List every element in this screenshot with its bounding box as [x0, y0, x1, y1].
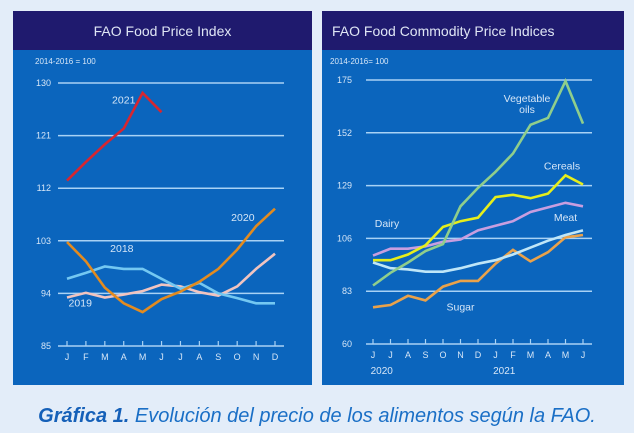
y-tick-label: 60 [342, 339, 352, 349]
x-tick-label: D [272, 352, 279, 362]
x-tick-label: J [65, 352, 70, 362]
y-tick-label: 103 [36, 236, 51, 246]
x-tick-label: J [493, 350, 498, 360]
series-label-cereals: Cereals [544, 161, 580, 173]
x-tick-label: F [510, 350, 516, 360]
series-label-vegetable-oils: Vegetable [504, 93, 551, 105]
y-tick-label: 85 [41, 341, 51, 351]
x-tick-label: J [178, 352, 183, 362]
x-tick-label: M [101, 352, 109, 362]
series-line-2018 [66, 265, 275, 305]
x-tick-label: M [139, 352, 147, 362]
food-price-index-chart: 2014-2016 = 100 85 94 103 112 121 130 J F M A M J J A S… [35, 57, 284, 362]
x-tick-label: A [196, 352, 202, 362]
figure-caption: Gráfica 1. Evolución del precio de los a… [0, 405, 634, 428]
x-tick-label: N [457, 350, 464, 360]
base-period-label: 2014-2016= 100 [330, 57, 389, 66]
series-line-2021 [66, 90, 163, 182]
commodity-price-indices-panel: FAO Food Commodity Price Indices 2014-20… [322, 11, 624, 385]
x-tick-label: D [475, 350, 482, 360]
y-tick-label: 83 [342, 286, 352, 296]
panel-title: FAO Food Commodity Price Indices [322, 11, 624, 50]
base-period-label: 2014-2016 = 100 [35, 57, 96, 66]
year-label: 2021 [493, 366, 516, 377]
x-tick-label: A [121, 352, 127, 362]
x-tick-label: O [234, 352, 241, 362]
series-label-2021: 2021 [112, 94, 136, 106]
x-tick-label: S [422, 350, 428, 360]
y-tick-label: 129 [337, 181, 352, 191]
series-label-2019: 2019 [69, 297, 93, 309]
series-label-meat: Meat [554, 212, 577, 224]
y-tick-label: 121 [36, 131, 51, 141]
panel-title: FAO Food Price Index [13, 11, 312, 50]
series-label-2018: 2018 [110, 243, 134, 255]
series-label-dairy: Dairy [375, 218, 400, 230]
y-tick-label: 112 [37, 183, 51, 193]
y-tick-label: 106 [337, 233, 352, 243]
x-tick-label: S [215, 352, 221, 362]
y-tick-label: 94 [41, 288, 51, 298]
y-tick-label: 130 [36, 78, 51, 88]
series-line-2019 [66, 252, 276, 299]
x-tick-label: J [581, 350, 586, 360]
x-tick-label: M [562, 350, 570, 360]
series-line-dairy [372, 201, 584, 257]
series-line-meat [372, 229, 584, 274]
year-label: 2020 [371, 366, 394, 377]
x-tick-label: J [388, 350, 393, 360]
y-tick-label: 152 [337, 128, 352, 138]
series-line-cereals [373, 173, 584, 262]
x-tick-label: J [371, 350, 376, 360]
series-line-2020 [66, 207, 276, 314]
caption-text: Evolución del precio de los alimentos se… [129, 405, 596, 427]
x-tick-label: N [253, 352, 260, 362]
series-line-sugar [372, 233, 584, 309]
x-tick-label: O [439, 350, 446, 360]
series-label-sugar: Sugar [446, 302, 475, 314]
x-tick-label: J [159, 352, 164, 362]
x-tick-label: F [83, 352, 89, 362]
series-line-vegetable-oils [372, 77, 585, 287]
series-label-2020: 2020 [231, 212, 255, 224]
y-tick-label: 175 [337, 75, 352, 85]
series-label-vegetable-oils: oils [519, 104, 535, 116]
food-price-index-panel: FAO Food Price Index 2014-2016 = 100 85 94… [13, 11, 312, 385]
x-tick-label: A [545, 350, 551, 360]
commodity-price-indices-chart: 2014-2016= 100 60 83 106 129 152 175 J J A S O N D J F M… [330, 57, 592, 377]
x-tick-label: M [527, 350, 535, 360]
caption-label: Gráfica 1. [38, 405, 130, 427]
x-tick-label: A [405, 350, 411, 360]
